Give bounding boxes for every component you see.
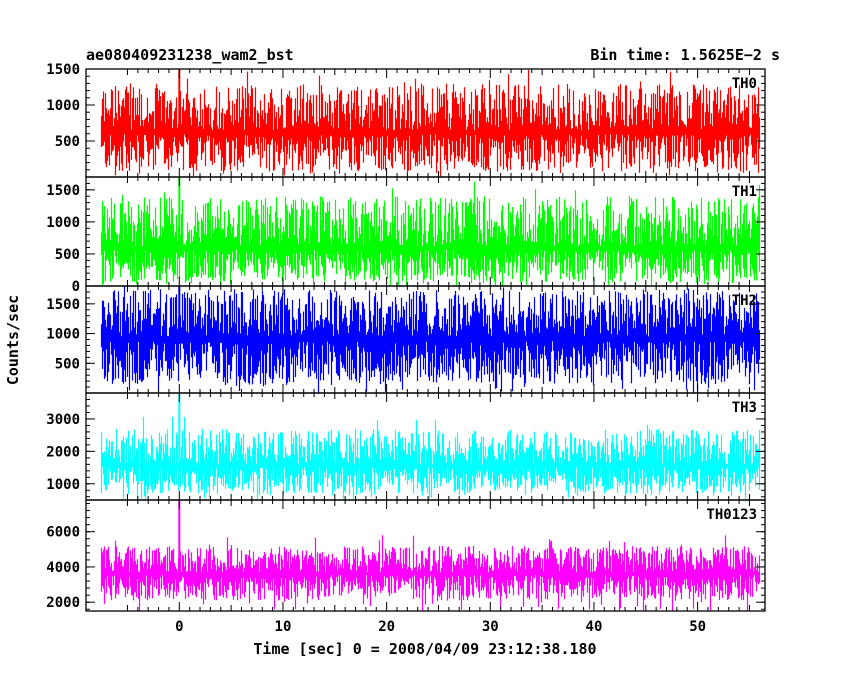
series-th0-trace xyxy=(100,69,761,177)
y-tick-label: 500 xyxy=(55,247,80,263)
y-tick-label: 1000 xyxy=(46,98,80,114)
x-tick-label: 0 xyxy=(175,619,183,635)
series-th1-trace xyxy=(100,181,761,286)
bin-time-label: Bin time: 1.5625E−2 s xyxy=(590,46,780,64)
y-tick-label: 500 xyxy=(55,134,80,150)
panel-label-th1: TH1 xyxy=(732,184,757,200)
x-tick-label: 40 xyxy=(586,619,603,635)
panel-label-th0: TH0 xyxy=(732,76,757,92)
y-tick-label: 2000 xyxy=(46,595,80,611)
y-tick-label: 6000 xyxy=(46,525,80,541)
y-tick-label: 1500 xyxy=(46,297,80,313)
y-axis-label: Counts/sec xyxy=(4,295,22,385)
y-tick-label: 500 xyxy=(55,356,80,372)
x-tick-label: 50 xyxy=(689,619,706,635)
y-tick-label: 2000 xyxy=(46,444,80,460)
y-tick-label: 1000 xyxy=(46,327,80,343)
series-th2-trace xyxy=(100,286,761,393)
panel-label-th0123: TH0123 xyxy=(706,507,757,523)
y-tick-label: 4000 xyxy=(46,560,80,576)
panel-th1: 0 500 1000 1500 TH1 xyxy=(46,176,766,295)
y-tick-label: 1000 xyxy=(46,215,80,231)
panel-th0: 500 1000 1500 TH0 xyxy=(46,62,766,178)
panel-frame-th0123 xyxy=(85,499,766,612)
panel-label-th3: TH3 xyxy=(732,400,757,416)
panel-label-th2: TH2 xyxy=(732,293,757,309)
y-tick-label: 0 xyxy=(72,279,80,295)
y-tick-label: 1500 xyxy=(46,183,80,199)
y-tick-label: 3000 xyxy=(46,412,80,428)
panel-th2: 500 1000 1500 TH2 xyxy=(46,285,766,394)
panel-th0123: 2000 4000 6000 TH0123 xyxy=(46,499,766,612)
series-th0123-trace xyxy=(100,535,761,611)
panel-th3: 1000 2000 3000 TH3 xyxy=(46,392,766,501)
y-tick-label: 1000 xyxy=(46,477,80,493)
y-tick-label: 1500 xyxy=(46,62,80,78)
x-tick-label: 10 xyxy=(275,619,292,635)
x-axis-label: Time [sec] 0 = 2008/04/09 23:12:38.180 xyxy=(253,640,596,658)
x-tick-label: 20 xyxy=(378,619,395,635)
chart-title: ae080409231238_wam2_bst xyxy=(86,46,294,64)
x-tick-label: 30 xyxy=(482,619,499,635)
series-th3-trace xyxy=(100,416,761,500)
